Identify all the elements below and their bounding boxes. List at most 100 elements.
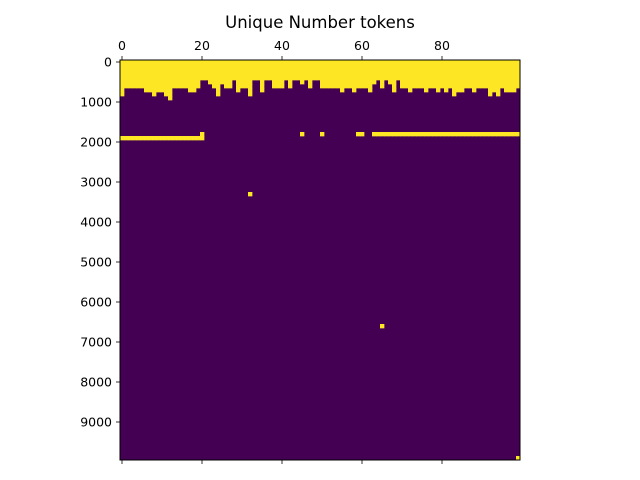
heatmap-cell: [336, 80, 341, 85]
heatmap-cell: [384, 68, 389, 73]
heatmap-cell: [276, 72, 281, 77]
heatmap-cell: [508, 80, 513, 85]
heatmap-cell: [192, 80, 197, 85]
heatmap-cell: [348, 80, 353, 85]
heatmap-cell: [352, 80, 357, 85]
heatmap-cell: [508, 132, 513, 137]
heatmap-cell: [360, 132, 365, 137]
y-tick-label: 5000: [80, 255, 112, 270]
heatmap-cell: [196, 76, 201, 81]
heatmap-cell: [472, 84, 477, 89]
heatmap-cell: [200, 64, 205, 69]
heatmap-cell: [448, 80, 453, 85]
heatmap-cell: [472, 64, 477, 69]
heatmap-cell: [508, 64, 513, 69]
heatmap-cell: [396, 132, 401, 137]
heatmap-cell: [168, 64, 173, 69]
heatmap-cell: [368, 84, 373, 89]
heatmap-cell: [452, 76, 457, 81]
heatmap-cell: [136, 60, 141, 65]
heatmap-cell: [368, 60, 373, 65]
heatmap-cell: [320, 84, 325, 89]
heatmap-cell: [388, 80, 393, 85]
heatmap-cell: [464, 132, 469, 137]
heatmap-cell: [168, 96, 173, 101]
heatmap-cell: [288, 80, 293, 85]
heatmap-cell: [312, 76, 317, 81]
heatmap-cell: [432, 80, 437, 85]
heatmap-cell: [212, 68, 217, 73]
heatmap-cell: [516, 456, 521, 461]
heatmap-cell: [216, 80, 221, 85]
heatmap-cell: [476, 76, 481, 81]
heatmap-cell: [452, 132, 457, 137]
heatmap-cell: [308, 76, 313, 81]
heatmap-cell: [136, 136, 141, 141]
heatmap-cell: [172, 84, 177, 89]
heatmap-cell: [224, 64, 229, 69]
heatmap-cell: [204, 76, 209, 81]
heatmap-cell: [352, 84, 357, 89]
heatmap-cell: [160, 68, 165, 73]
heatmap-cell: [248, 84, 253, 89]
heatmap-cell: [120, 92, 125, 97]
heatmap-cell: [348, 60, 353, 65]
heatmap-cell: [144, 60, 149, 65]
heatmap-cell: [396, 60, 401, 65]
heatmap-cell: [320, 132, 325, 137]
heatmap-cell: [276, 84, 281, 89]
heatmap-cell: [300, 60, 305, 65]
heatmap-cell: [376, 76, 381, 81]
heatmap-cell: [288, 64, 293, 69]
heatmap-cell: [276, 60, 281, 65]
heatmap-cell: [260, 76, 265, 81]
heatmap-cell: [472, 132, 477, 137]
heatmap-cell: [328, 76, 333, 81]
heatmap-cell: [428, 80, 433, 85]
heatmap-cell: [336, 60, 341, 65]
heatmap-cell: [408, 64, 413, 69]
heatmap-cell: [180, 80, 185, 85]
heatmap-cell: [420, 64, 425, 69]
heatmap-cell: [404, 60, 409, 65]
heatmap-cell: [480, 68, 485, 73]
heatmap-cell: [408, 80, 413, 85]
heatmap-cell: [364, 76, 369, 81]
heatmap-cell: [424, 76, 429, 81]
heatmap-cell: [380, 68, 385, 73]
heatmap-cell: [160, 88, 165, 93]
heatmap-cell: [472, 80, 477, 85]
heatmap-cell: [240, 80, 245, 85]
heatmap-cell: [404, 72, 409, 77]
heatmap-cell: [144, 72, 149, 77]
heatmap-cell: [420, 84, 425, 89]
heatmap-cell: [396, 68, 401, 73]
heatmap-cell: [140, 68, 145, 73]
heatmap-cell: [360, 64, 365, 69]
heatmap-cell: [504, 88, 509, 93]
heatmap-cell: [276, 80, 281, 85]
heatmap-cell: [392, 72, 397, 77]
heatmap-cell: [188, 64, 193, 69]
heatmap-cell: [168, 84, 173, 89]
heatmap-cell: [292, 76, 297, 81]
heatmap-cell: [160, 84, 165, 89]
heatmap-cell: [184, 60, 189, 65]
heatmap-cell: [504, 76, 509, 81]
heatmap-cell: [164, 80, 169, 85]
heatmap-cell: [428, 84, 433, 89]
heatmap-cell: [476, 84, 481, 89]
heatmap-cell: [132, 80, 137, 85]
heatmap-cell: [452, 80, 457, 85]
heatmap-cell: [420, 76, 425, 81]
heatmap-cell: [216, 72, 221, 77]
heatmap-cell: [248, 72, 253, 77]
heatmap-cell: [152, 84, 157, 89]
heatmap-cell: [512, 84, 517, 89]
heatmap-cell: [332, 80, 337, 85]
heatmap-cell: [228, 64, 233, 69]
heatmap-cell: [468, 64, 473, 69]
heatmap-cell: [120, 64, 125, 69]
heatmap-cell: [468, 68, 473, 73]
heatmap-cell: [480, 80, 485, 85]
